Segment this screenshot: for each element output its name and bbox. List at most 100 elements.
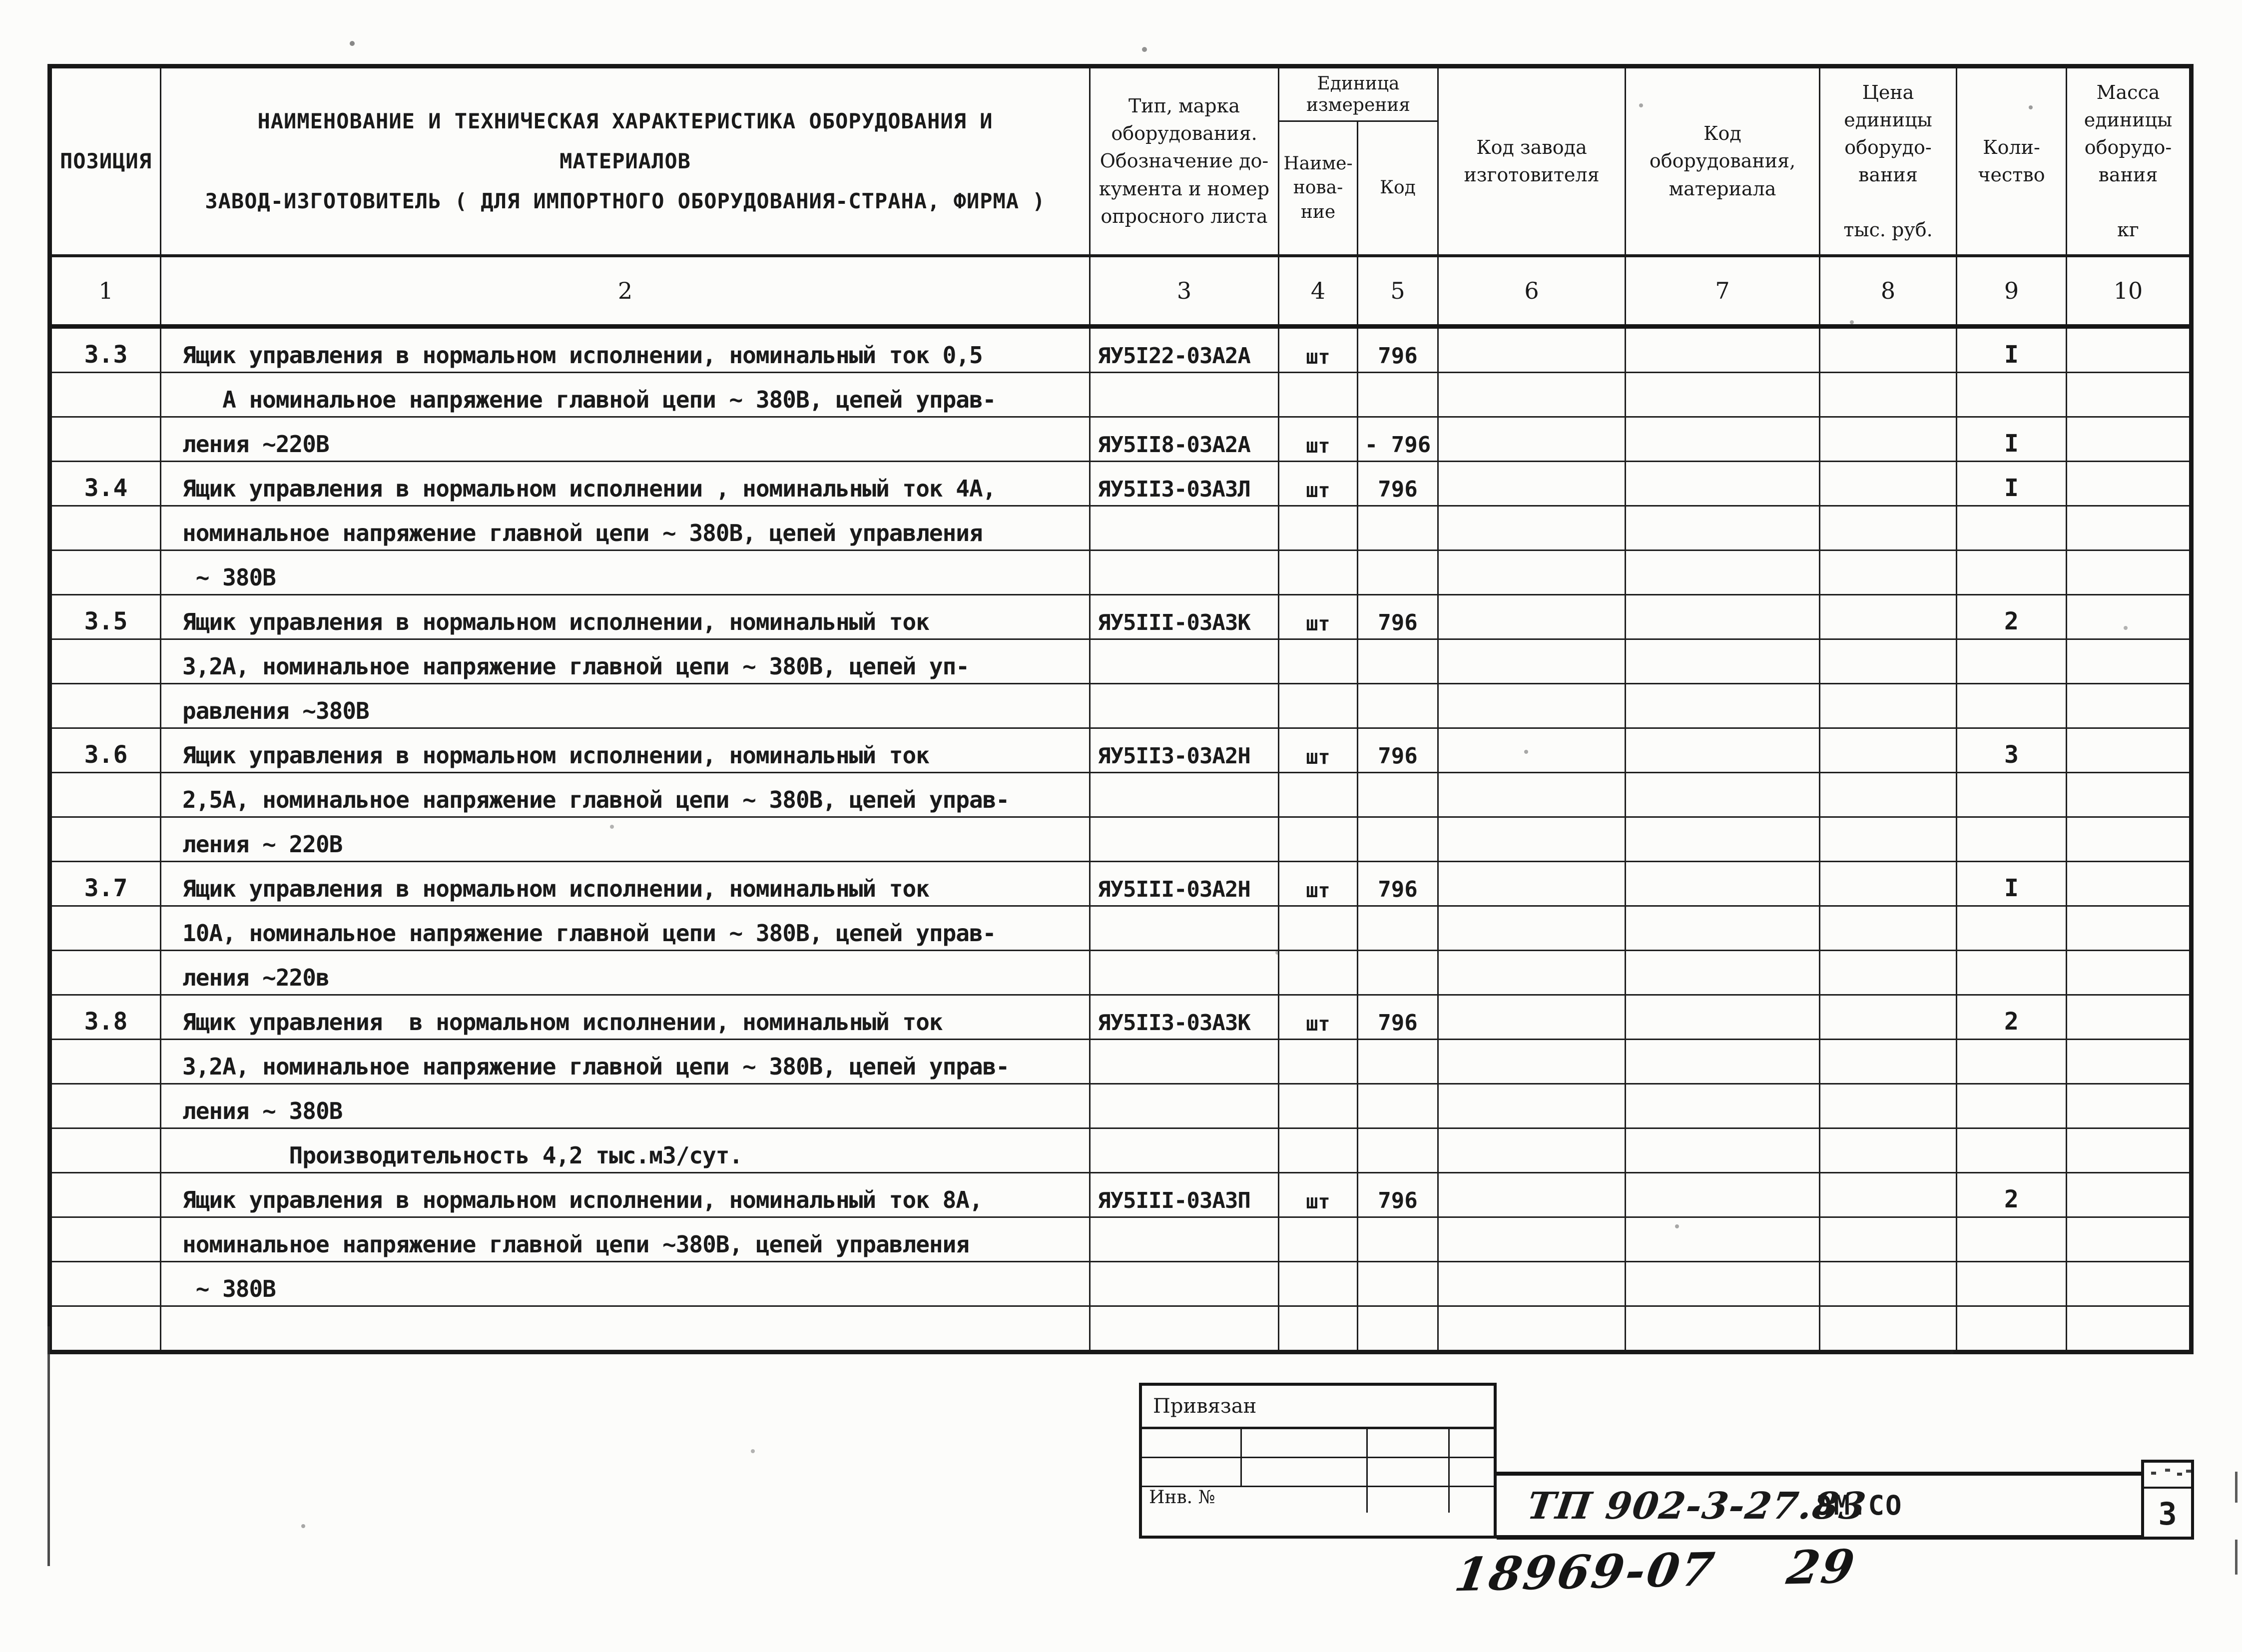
cell-unit-name: шт	[1279, 996, 1358, 1039]
cell-quantity	[1957, 773, 2067, 816]
col-header-factory-code: Код завода изготовителя	[1439, 68, 1626, 254]
cell-position	[52, 951, 161, 994]
table-row: 3,2А, номинальное напряжение главной цеп…	[52, 1040, 2189, 1085]
cell-equipment-code	[1626, 862, 1820, 905]
cell-equipment-code	[1626, 996, 1820, 1039]
cell-type-mark	[1091, 1085, 1279, 1127]
cell-mass	[2067, 729, 2189, 772]
col-header-price: Цена единицы оборудо- вания тыс. руб.	[1820, 68, 1957, 254]
cell-unit-code	[1358, 818, 1439, 861]
cell-price	[1820, 373, 1957, 416]
cell-name: ления ~ 220В	[161, 818, 1091, 861]
cell-quantity	[1957, 640, 2067, 683]
cell-price	[1820, 862, 1957, 905]
cell-mass	[2067, 684, 2189, 727]
cell-name: 3,2А, номинальное напряжение главной цеп…	[161, 640, 1091, 683]
cell-price	[1820, 1129, 1957, 1172]
page-frame-left-line	[47, 1326, 50, 1566]
cell-mass	[2067, 418, 2189, 461]
table-row: 3.8 Ящик управления в нормальном исполне…	[52, 996, 2189, 1040]
cell-mass	[2067, 329, 2189, 372]
cell-equipment-code	[1626, 907, 1820, 950]
cell-type-mark	[1091, 1307, 1279, 1350]
binding-stamp-box: Привязан Инв. №	[1139, 1383, 1497, 1539]
cell-unit-code	[1358, 951, 1439, 994]
cell-equipment-code	[1626, 773, 1820, 816]
cell-name: Ящик управления в нормальном исполнении …	[161, 462, 1091, 505]
cell-position	[52, 1129, 161, 1172]
cell-factory-code	[1439, 1129, 1626, 1172]
cell-name: ления ~ 380В	[161, 1085, 1091, 1127]
cell-unit-name: шт	[1279, 729, 1358, 772]
cell-type-mark: ЯУ5II3-03А3Л	[1091, 462, 1279, 505]
cell-name: Ящик управления в нормальном исполнении,…	[161, 1173, 1091, 1216]
col-number-3: 3	[1091, 257, 1279, 324]
stamp-inventory-row: Инв. №	[1142, 1487, 1494, 1513]
col-header-unit: Единица измерения	[1279, 68, 1437, 122]
cell-price	[1820, 1085, 1957, 1127]
col-header-position: ПОЗИЦИЯ	[52, 68, 161, 254]
cell-position: 3.5	[52, 595, 161, 638]
cell-unit-code	[1358, 373, 1439, 416]
cell-mass	[2067, 862, 2189, 905]
cell-price	[1820, 462, 1957, 505]
cell-unit-code	[1358, 640, 1439, 683]
cell-quantity	[1957, 551, 2067, 594]
cell-factory-code	[1439, 773, 1626, 816]
table-row: 3.3 Ящик управления в нормальном исполне…	[52, 329, 2189, 373]
cell-mass	[2067, 595, 2189, 638]
cell-unit-code: 796	[1358, 1173, 1439, 1216]
table-row: 10А, номинальное напряжение главной цепи…	[52, 907, 2189, 951]
cell-equipment-code	[1626, 1040, 1820, 1083]
cell-type-mark	[1091, 507, 1279, 550]
cell-type-mark	[1091, 1040, 1279, 1083]
cell-unit-name	[1279, 773, 1358, 816]
ink-smudge	[2151, 1472, 2156, 1475]
equipment-spec-table: ПОЗИЦИЯ НАИМЕНОВАНИЕ И ТЕХНИЧЕСКАЯ ХАРАК…	[47, 64, 2194, 1354]
cell-name: Ящик управления в нормальном исполнении,…	[161, 595, 1091, 638]
col-header-mass: Масса единицы оборудо- вания кг	[2084, 81, 2173, 241]
cell-unit-name	[1279, 1307, 1358, 1350]
department-code: ЭМ.СО	[1816, 1490, 1903, 1521]
cell-name: Ящик управления в нормальном исполнении,…	[161, 862, 1091, 905]
cell-position	[52, 551, 161, 594]
cell-unit-name: шт	[1279, 329, 1358, 372]
cell-equipment-code	[1626, 729, 1820, 772]
table-row: ления ~ 220В	[52, 818, 2189, 862]
table-row: 3.4 Ящик управления в нормальном исполне…	[52, 462, 2189, 507]
cell-unit-name	[1279, 818, 1358, 861]
table-row: номинальное напряжение главной цепи ~380…	[52, 1218, 2189, 1262]
cell-mass	[2067, 1307, 2189, 1350]
cell-name: 3,2А, номинальное напряжение главной цеп…	[161, 1040, 1091, 1083]
cell-unit-code: 796	[1358, 462, 1439, 505]
cell-position	[52, 773, 161, 816]
cell-unit-code: 796	[1358, 862, 1439, 905]
cell-position: 3.3	[52, 329, 161, 372]
cell-name: 10А, номинальное напряжение главной цепи…	[161, 907, 1091, 950]
cell-type-mark	[1091, 640, 1279, 683]
cell-unit-name	[1279, 1040, 1358, 1083]
cell-equipment-code	[1626, 507, 1820, 550]
cell-factory-code	[1439, 462, 1626, 505]
cell-mass	[2067, 551, 2189, 594]
cell-quantity	[1957, 1218, 2067, 1261]
col-header-type: Тип, марка оборудования. Обозначение до-…	[1091, 68, 1279, 254]
cell-equipment-code	[1626, 462, 1820, 505]
cell-price	[1820, 418, 1957, 461]
cell-equipment-code	[1626, 595, 1820, 638]
cell-unit-code: - 796	[1358, 418, 1439, 461]
table-row: 3.5 Ящик управления в нормальном исполне…	[52, 595, 2189, 640]
cell-unit-name	[1279, 951, 1358, 994]
cell-type-mark	[1091, 818, 1279, 861]
col-number-10: 10	[2113, 277, 2143, 304]
cell-price	[1820, 595, 1957, 638]
cell-unit-code	[1358, 507, 1439, 550]
cell-factory-code	[1439, 640, 1626, 683]
cell-name: Ящик управления в нормальном исполнении,…	[161, 329, 1091, 372]
cell-price	[1820, 818, 1957, 861]
table-row: Производительность 4,2 тыс.м3/сут.	[52, 1129, 2189, 1173]
cell-factory-code	[1439, 551, 1626, 594]
cell-price	[1820, 640, 1957, 683]
cell-type-mark	[1091, 773, 1279, 816]
col-header-name: НАИМЕНОВАНИЕ И ТЕХНИЧЕСКАЯ ХАРАКТЕРИСТИК…	[161, 68, 1091, 254]
